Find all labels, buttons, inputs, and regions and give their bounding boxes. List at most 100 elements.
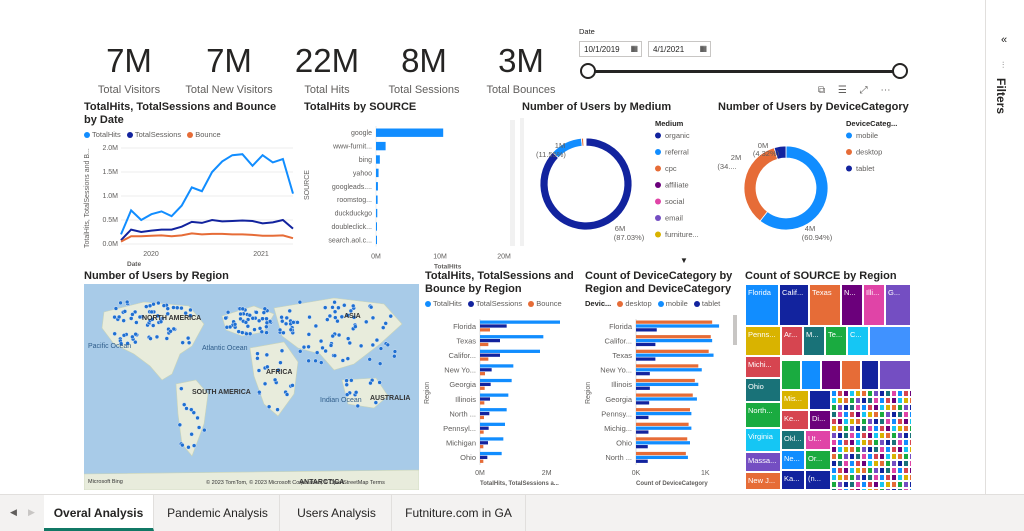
treemap-tile[interactable]	[869, 326, 911, 356]
treemap-tile-small[interactable]	[885, 390, 891, 397]
treemap-tile-small[interactable]	[897, 418, 903, 425]
tab-futniture-ga[interactable]: Futniture.com in GA	[392, 495, 526, 531]
treemap-tile-small[interactable]	[909, 453, 911, 460]
treemap-tile-small[interactable]	[837, 439, 843, 446]
treemap-tile-small[interactable]	[879, 453, 885, 460]
tab-users-analysis[interactable]: Users Analysis	[282, 495, 392, 531]
treemap-tile[interactable]: (n...	[805, 470, 831, 490]
treemap-tile-small[interactable]	[861, 460, 867, 467]
treemap-tile[interactable]: Ke...	[781, 410, 809, 430]
treemap-tile-small[interactable]	[885, 397, 891, 404]
treemap-tile-small[interactable]	[873, 474, 879, 481]
treemap-tile-small[interactable]	[897, 397, 903, 404]
treemap-tile-small[interactable]	[873, 460, 879, 467]
treemap-tile-small[interactable]	[867, 467, 873, 474]
treemap-tile-small[interactable]	[837, 390, 843, 397]
treemap-tile-small[interactable]	[831, 460, 837, 467]
treemap-tile-small[interactable]	[861, 474, 867, 481]
treemap-tile-small[interactable]	[879, 446, 885, 453]
treemap-tile[interactable]: Ohio	[745, 378, 781, 402]
treemap-tile-small[interactable]	[885, 474, 891, 481]
treemap-tile-small[interactable]	[855, 460, 861, 467]
treemap-tile[interactable]: Virginia	[745, 428, 781, 452]
treemap-tile[interactable]	[841, 360, 861, 390]
treemap-tile-small[interactable]	[897, 460, 903, 467]
treemap-tile-small[interactable]	[879, 474, 885, 481]
treemap-tile-small[interactable]	[909, 404, 911, 411]
treemap-tile-small[interactable]	[867, 446, 873, 453]
treemap-tile-small[interactable]	[843, 481, 849, 488]
treemap-tile-small[interactable]	[837, 404, 843, 411]
treemap-tile[interactable]	[801, 360, 821, 390]
treemap-tile-small[interactable]	[855, 474, 861, 481]
treemap-tile[interactable]: Florida	[745, 284, 779, 326]
treemap-tile-small[interactable]	[855, 411, 861, 418]
treemap-tile[interactable]: Calif...	[779, 284, 809, 326]
treemap-tile-small[interactable]	[831, 397, 837, 404]
treemap-tile-small[interactable]	[897, 432, 903, 439]
treemap-tile-small[interactable]	[867, 397, 873, 404]
treemap-tile-small[interactable]	[885, 418, 891, 425]
treemap-tile-small[interactable]	[879, 481, 885, 488]
treemap-tile-small[interactable]	[885, 425, 891, 432]
treemap-tile-small[interactable]	[843, 432, 849, 439]
treemap-tile[interactable]: Ka...	[781, 470, 805, 490]
treemap-tile-small[interactable]	[861, 488, 867, 490]
treemap-tile-small[interactable]	[891, 446, 897, 453]
treemap-tile-small[interactable]	[903, 418, 909, 425]
treemap-tile-small[interactable]	[843, 425, 849, 432]
treemap-tile-small[interactable]	[909, 411, 911, 418]
start-date-input[interactable]: 10/1/2019 ▦	[579, 41, 642, 57]
filter-icon[interactable]: ⫶	[1002, 60, 1005, 70]
treemap-tile-small[interactable]	[855, 425, 861, 432]
treemap-tile-small[interactable]	[885, 467, 891, 474]
treemap-tile-small[interactable]	[831, 411, 837, 418]
copy-icon[interactable]: ⧉	[818, 85, 826, 96]
treemap-tile-small[interactable]	[861, 411, 867, 418]
treemap-tile-small[interactable]	[891, 411, 897, 418]
treemap-tile-small[interactable]	[897, 453, 903, 460]
treemap-tile-small[interactable]	[849, 453, 855, 460]
treemap-tile-small[interactable]	[903, 411, 909, 418]
treemap-tile[interactable]: G...	[885, 284, 911, 326]
treemap-tile-small[interactable]	[843, 488, 849, 490]
treemap-tile-small[interactable]	[861, 439, 867, 446]
treemap-tile[interactable]: C...	[847, 326, 869, 356]
treemap-tile-small[interactable]	[873, 488, 879, 490]
treemap-tile-small[interactable]	[867, 453, 873, 460]
treemap-tile-small[interactable]	[891, 404, 897, 411]
treemap-tile-small[interactable]	[837, 467, 843, 474]
treemap-tile-small[interactable]	[885, 446, 891, 453]
treemap-tile-small[interactable]	[873, 425, 879, 432]
treemap-tile-small[interactable]	[873, 453, 879, 460]
treemap-tile-small[interactable]	[843, 467, 849, 474]
treemap-tile-small[interactable]	[879, 425, 885, 432]
treemap-tile-small[interactable]	[891, 439, 897, 446]
treemap-tile[interactable]: M...	[803, 326, 825, 356]
treemap-tile-small[interactable]	[879, 397, 885, 404]
treemap-tile-small[interactable]	[837, 432, 843, 439]
tab-pandemic-analysis[interactable]: Pandemic Analysis	[156, 495, 280, 531]
treemap-tile-small[interactable]	[879, 404, 885, 411]
treemap-tile-small[interactable]	[849, 488, 855, 490]
treemap-tile-small[interactable]	[873, 411, 879, 418]
treemap-tile-small[interactable]	[837, 446, 843, 453]
treemap-tile[interactable]: Massa...	[745, 452, 781, 472]
treemap-tile-small[interactable]	[909, 390, 911, 397]
treemap-tile-small[interactable]	[885, 432, 891, 439]
treemap-tile-small[interactable]	[903, 397, 909, 404]
treemap-tile-small[interactable]	[843, 418, 849, 425]
treemap-tile-small[interactable]	[831, 446, 837, 453]
treemap-tile[interactable]: Okl...	[781, 430, 805, 450]
treemap-tile-small[interactable]	[891, 488, 897, 490]
treemap-tile-small[interactable]	[885, 453, 891, 460]
collapse-icon[interactable]: «	[1001, 34, 1008, 46]
treemap-tile[interactable]: Ut...	[805, 430, 831, 450]
next-page-icon[interactable]: ▶	[28, 507, 35, 517]
treemap-tile-small[interactable]	[867, 439, 873, 446]
treemap-tile-small[interactable]	[837, 411, 843, 418]
treemap-tile-small[interactable]	[867, 390, 873, 397]
treemap-tile[interactable]: N...	[841, 284, 863, 326]
treemap-tile-small[interactable]	[867, 432, 873, 439]
treemap-tile[interactable]: Ar...	[781, 326, 803, 356]
